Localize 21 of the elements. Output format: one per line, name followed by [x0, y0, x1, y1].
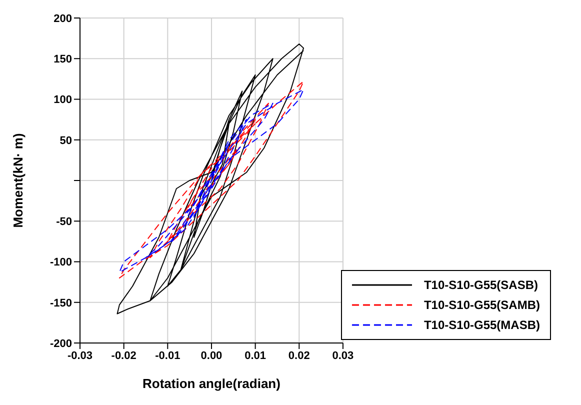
legend-label: T10-S10-G55(MASB) [424, 318, 540, 332]
x-tick-label: -0.03 [67, 350, 93, 362]
x-tick-label: 0.00 [200, 350, 222, 362]
y-tick-label: 150 [54, 54, 72, 66]
x-tick-label: 0.01 [244, 350, 266, 362]
y-tick-label: -50 [56, 216, 72, 228]
y-tick-label: 200 [54, 12, 72, 25]
x-tick-label: 0.03 [332, 350, 354, 362]
y-tick-label: -100 [50, 256, 72, 269]
y-tick-label: 50 [60, 134, 72, 147]
y-tick-label: -200 [50, 338, 72, 350]
legend-label: T10-S10-G55(SASB) [424, 278, 538, 292]
y-axis-title: Moment(kN· m) [10, 133, 26, 228]
x-tick-label: -0.01 [155, 350, 180, 362]
x-tick-label: 0.02 [288, 350, 310, 362]
x-axis-title: Rotation angle(radian) [142, 376, 280, 391]
x-tick-label: -0.02 [111, 350, 136, 362]
legend-label: T10-S10-G55(SAMB) [424, 298, 540, 312]
line-series [116, 44, 304, 314]
y-tick-label: -150 [50, 297, 72, 310]
y-tick-label: 100 [54, 94, 72, 106]
